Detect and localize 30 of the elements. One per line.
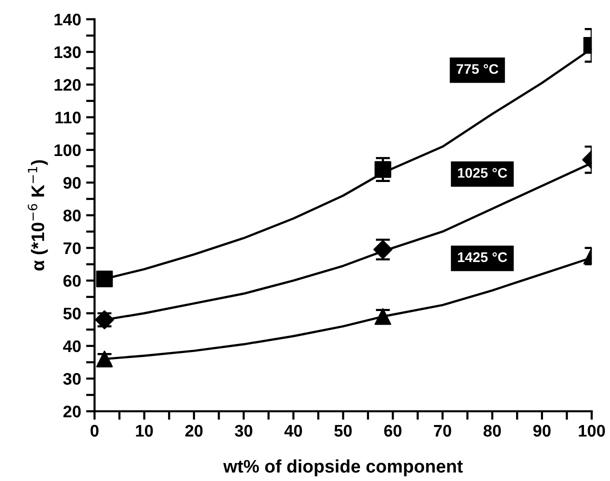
x-tick-label: 20 <box>185 424 203 437</box>
y-axis-title: α (*10$^{−6}$ K$^{−1}$) <box>28 160 48 271</box>
y-tick-label: 40 <box>63 340 81 352</box>
y-tick-label: 130 <box>54 46 81 58</box>
y-tick-label: 120 <box>54 78 81 91</box>
x-tick-label: 80 <box>484 424 501 437</box>
y-tick-label: 60 <box>63 274 81 287</box>
y-tick-label: 20 <box>63 406 81 418</box>
y-tick-label: 30 <box>63 372 81 385</box>
x-tick-label: 60 <box>384 424 402 437</box>
x-tick-label: 100 <box>578 424 605 437</box>
x-tick-label: 50 <box>334 424 352 437</box>
y-tick-label: 80 <box>63 210 81 222</box>
point <box>96 270 113 288</box>
x-tick-label: 10 <box>136 424 153 437</box>
y-tick-label: 90 <box>63 176 81 189</box>
y-tick-label: 100 <box>54 144 81 156</box>
x-tick-label: 40 <box>284 424 302 437</box>
annotation: 1425 °C <box>458 252 508 262</box>
x-tick-label: 70 <box>434 424 452 437</box>
y-tick-label: 140 <box>54 14 81 26</box>
y-tick-label: 110 <box>56 112 81 124</box>
x-tick-label: 0 <box>90 424 98 437</box>
annotation: 775 °C <box>456 64 498 74</box>
y-tick-label: 70 <box>64 242 81 254</box>
x-tick-label: 90 <box>533 424 551 437</box>
annotation: 1025 °C <box>458 168 508 178</box>
x-tick-label: 30 <box>234 424 252 437</box>
y-tick-label: 50 <box>63 308 81 320</box>
x-axis-title: wt% of diopside component <box>223 459 463 476</box>
